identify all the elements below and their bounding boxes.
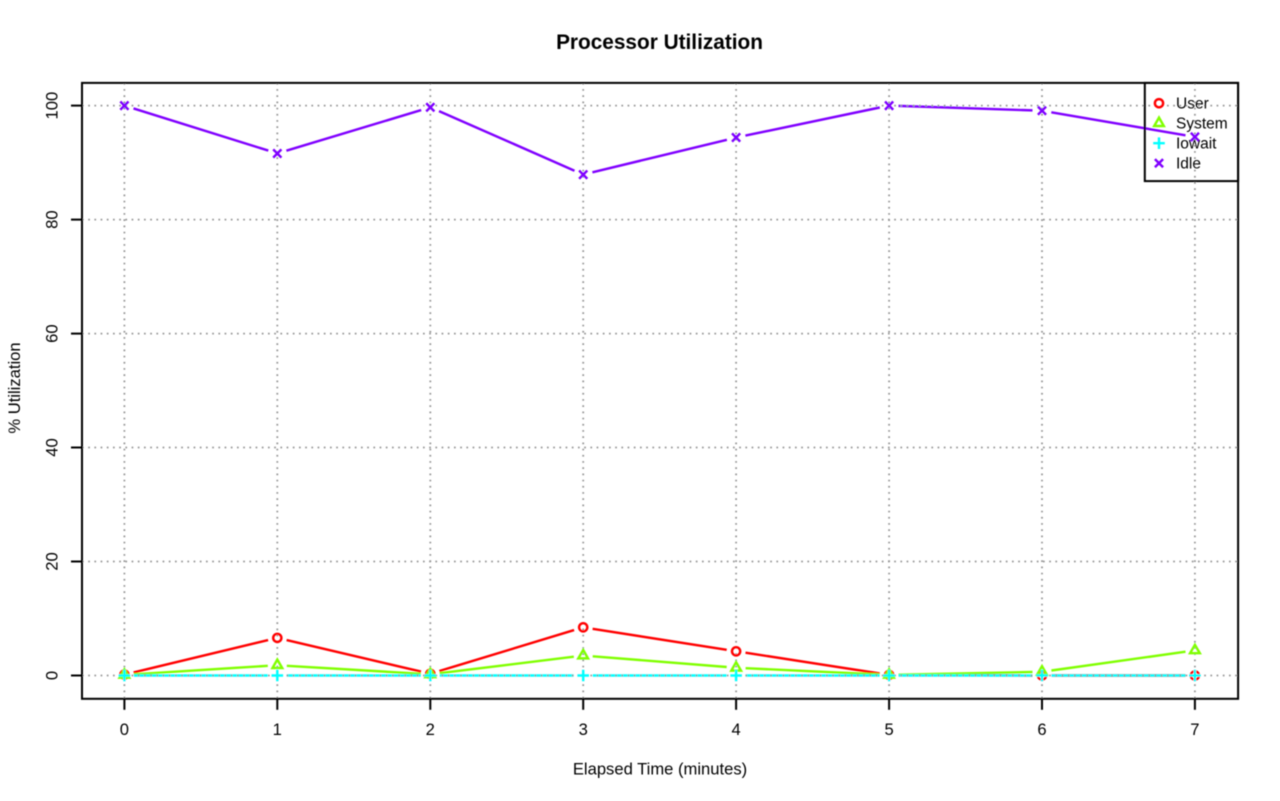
- svg-text:0: 0: [43, 671, 62, 680]
- svg-text:User: User: [1176, 95, 1209, 112]
- svg-text:100: 100: [43, 92, 62, 120]
- svg-text:System: System: [1176, 115, 1228, 132]
- svg-text:4: 4: [731, 720, 740, 739]
- svg-text:20: 20: [43, 552, 62, 570]
- svg-text:60: 60: [43, 324, 62, 342]
- svg-text:Idle: Idle: [1176, 155, 1201, 172]
- svg-text:7: 7: [1190, 720, 1199, 739]
- svg-text:2: 2: [426, 720, 435, 739]
- svg-text:6: 6: [1037, 720, 1046, 739]
- svg-text:Processor Utilization: Processor Utilization: [556, 31, 763, 54]
- svg-text:80: 80: [43, 210, 62, 228]
- svg-text:Elapsed Time (minutes): Elapsed Time (minutes): [573, 760, 747, 779]
- svg-text:0: 0: [120, 720, 129, 739]
- svg-text:3: 3: [579, 720, 588, 739]
- svg-text:Iowait: Iowait: [1176, 135, 1217, 152]
- svg-text:% Utilization: % Utilization: [5, 342, 24, 433]
- svg-text:1: 1: [273, 720, 282, 739]
- svg-text:5: 5: [884, 720, 893, 739]
- svg-text:40: 40: [43, 438, 62, 456]
